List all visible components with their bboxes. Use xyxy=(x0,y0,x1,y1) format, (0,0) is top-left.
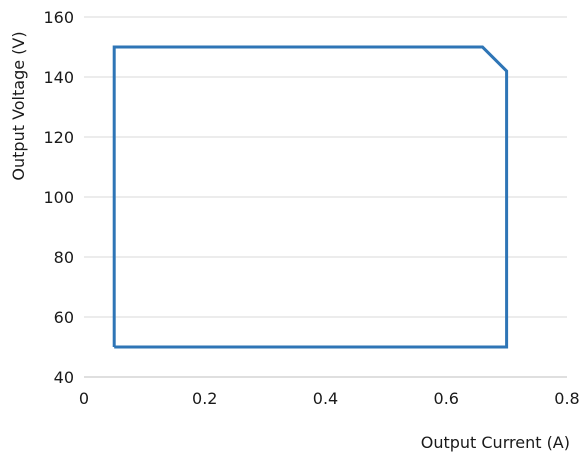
series-line-1 xyxy=(112,45,509,349)
x-tick-label: 0 xyxy=(79,389,89,408)
y-tick-label: 100 xyxy=(43,188,74,207)
x-tick-label: 0.6 xyxy=(434,389,459,408)
x-tick-label: 0.8 xyxy=(554,389,579,408)
x-tick-label: 0.2 xyxy=(192,389,217,408)
y-tick-label: 80 xyxy=(54,248,74,267)
axis-layer: 40 60 80 100 120 140 160 0 0.2 0.4 0.6 0.8 xyxy=(43,8,579,408)
y-tick-label: 60 xyxy=(54,308,74,327)
grid-layer xyxy=(84,16,567,318)
y-axis-title: Output Voltage (V) xyxy=(9,31,28,180)
y-tick-label: 140 xyxy=(43,68,74,87)
y-tick-label: 160 xyxy=(43,8,74,27)
series-layer xyxy=(112,45,509,349)
y-tick-label: 120 xyxy=(43,128,74,147)
y-tick-label: 40 xyxy=(54,368,74,387)
x-axis-title: Output Current (A) xyxy=(421,433,570,452)
x-tick-label: 0.4 xyxy=(313,389,338,408)
